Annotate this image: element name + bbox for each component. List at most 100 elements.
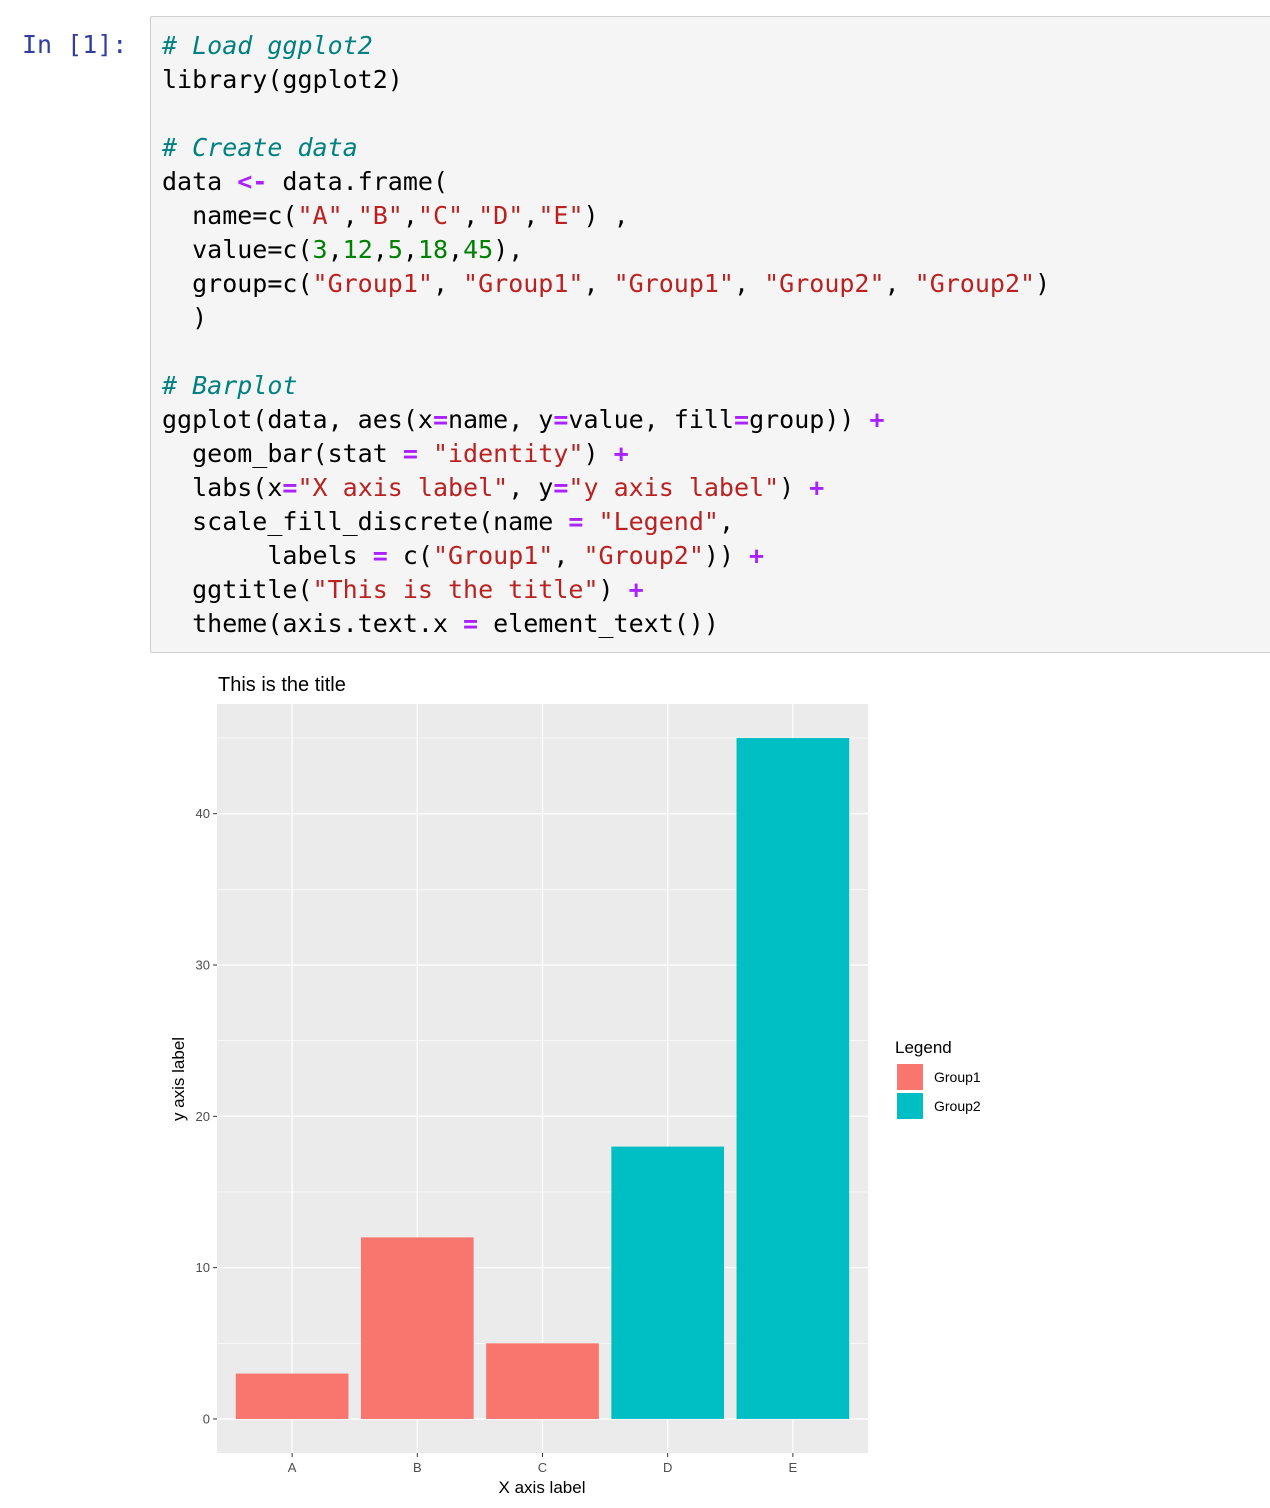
legend-key-group1 (897, 1064, 923, 1090)
code-token: "X axis label" (297, 473, 509, 502)
code-token: ) (598, 575, 629, 604)
code-token: "C" (417, 201, 464, 230)
code-line: scale_fill_discrete(name = "Legend", (162, 507, 734, 536)
code-token: "This is the title" (312, 575, 599, 604)
code-line: value=c(3,12,5,18,45), (162, 235, 523, 264)
x-axis-title: X axis label (499, 1478, 586, 1497)
code-token: c( (387, 541, 433, 570)
code-token: ) , (583, 201, 629, 230)
code-line: ggplot(data, aes(x=name, y=value, fill=g… (162, 405, 885, 434)
code-token: = (568, 507, 584, 536)
code-token: "Group2" (583, 541, 704, 570)
code-token: data.frame( (267, 167, 448, 196)
code-token: "A" (297, 201, 343, 230)
x-tick-label: C (538, 1460, 547, 1475)
code-token: "Group1" (312, 269, 433, 298)
code-token: , (372, 235, 388, 264)
code-token: , (432, 269, 464, 298)
code-token: "Legend" (598, 507, 719, 536)
code-token: , (523, 201, 539, 230)
code-token: <- (237, 167, 268, 196)
code-token: "Group2" (764, 269, 885, 298)
code-token: , (553, 541, 584, 570)
code-token: , (884, 269, 915, 298)
code-line: geom_bar(stat = "identity") + (162, 439, 629, 468)
code-token: = (553, 405, 569, 434)
code-line: name=c("A","B","C","D","E") , (162, 201, 629, 230)
code-cell-editor[interactable]: # Load ggplot2 library(ggplot2) # Create… (150, 16, 1270, 653)
code-token: "y axis label" (568, 473, 780, 502)
legend-label-group1: Group1 (934, 1069, 981, 1085)
chart-title: This is the title (218, 674, 346, 696)
code-token: = (463, 609, 479, 638)
code-token: 45 (463, 235, 494, 264)
x-tick-label: D (663, 1460, 672, 1475)
code-line: labels = c("Group1", "Group2")) + (162, 541, 764, 570)
y-axis: 0 10 20 30 40 (196, 806, 217, 1426)
code-token: element_text()) (478, 609, 719, 638)
code-token: "Group1" (613, 269, 734, 298)
code-token: "D" (478, 201, 524, 230)
legend-key-group2 (897, 1093, 923, 1119)
code-token: theme(axis.text.x (162, 609, 464, 638)
y-tick-label: 40 (196, 806, 210, 821)
code-token: = (432, 405, 448, 434)
code-token: , (327, 235, 343, 264)
code-token: = (553, 473, 569, 502)
code-token: ), (493, 235, 524, 264)
bar-b (360, 1237, 474, 1419)
code-token: labs(x (162, 473, 283, 502)
code-token: "identity" (432, 439, 584, 468)
cell-prompt: In [1]: (22, 30, 128, 59)
code-token: group=c( (162, 269, 313, 298)
code-token: + (869, 405, 885, 434)
code-token: scale_fill_discrete(name (162, 507, 569, 536)
x-axis: A B C D E (288, 1453, 798, 1475)
code-token: ) (779, 473, 810, 502)
code-line: group=c("Group1", "Group1", "Group1", "G… (162, 269, 1050, 298)
code-token: value=c( (162, 235, 313, 264)
code-token: ggtitle( (162, 575, 313, 604)
code-token: value, fill (568, 405, 734, 434)
bars (235, 738, 850, 1419)
code-token: + (613, 439, 629, 468)
code-token: )) (703, 541, 750, 570)
code-token: ggplot(data, aes(x (162, 405, 433, 434)
code-token: = (734, 405, 750, 434)
code-text[interactable]: # Load ggplot2 library(ggplot2) # Create… (162, 29, 1050, 641)
code-token: 12 (342, 235, 373, 264)
code-token: ) (162, 303, 208, 332)
x-tick-label: B (413, 1460, 422, 1475)
bar-e (736, 738, 850, 1419)
code-token: 18 (417, 235, 449, 264)
bar-d (611, 1146, 725, 1419)
code-token: , (402, 201, 418, 230)
x-tick-label: E (789, 1460, 798, 1475)
code-line: # Load ggplot2 (162, 31, 373, 60)
code-token: , (734, 269, 765, 298)
y-axis-title: y axis label (169, 1037, 188, 1121)
y-tick-label: 20 (196, 1109, 210, 1124)
code-token: = (402, 439, 418, 468)
bar-c (486, 1343, 599, 1419)
code-token: = (372, 541, 388, 570)
code-token: , (448, 235, 464, 264)
code-token: ) (583, 439, 614, 468)
code-token: ) (1035, 269, 1051, 298)
code-token: group)) (749, 405, 870, 434)
code-token: = (282, 473, 298, 502)
bar-a (235, 1373, 349, 1419)
code-token: data (162, 167, 238, 196)
y-tick-label: 30 (196, 958, 210, 973)
code-line: labs(x="X axis label", y="y axis label")… (162, 473, 824, 502)
code-line: # Barplot (162, 371, 297, 400)
code-token: , (463, 201, 479, 230)
code-token: name=c( (162, 201, 298, 230)
code-line: ) (162, 303, 207, 332)
code-token: 5 (387, 235, 403, 264)
code-token: , (583, 269, 614, 298)
code-token: "B" (357, 201, 403, 230)
code-token: library(ggplot2) (162, 65, 403, 94)
code-line: # Create data (162, 133, 358, 162)
